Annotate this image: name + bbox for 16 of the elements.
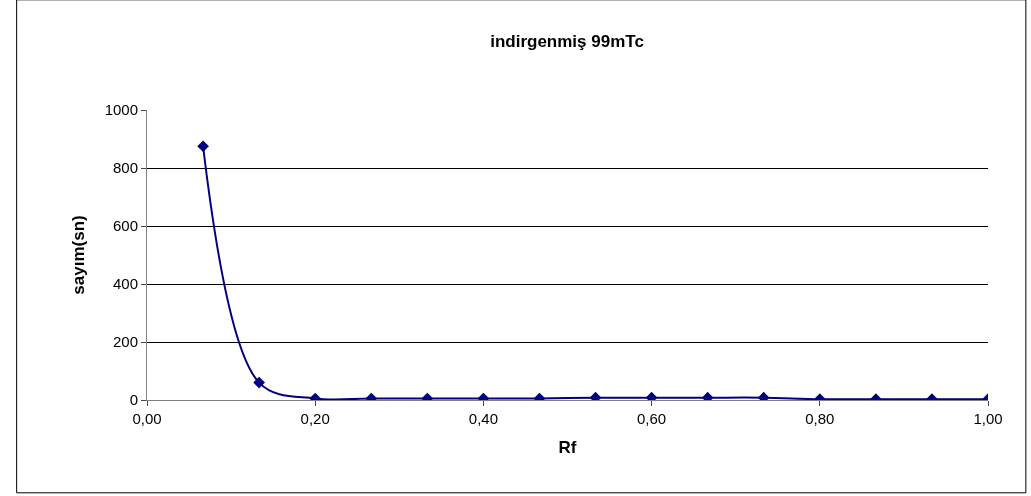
y-tick-label: 600 xyxy=(112,217,138,235)
y-tick-label: 1000 xyxy=(104,101,138,119)
y-tick-label: 400 xyxy=(112,275,138,293)
point xyxy=(197,140,209,153)
y-tick-label: 0 xyxy=(129,391,138,409)
y-tick-label: 200 xyxy=(112,333,138,351)
x-tick-label: 0,60 xyxy=(637,410,667,427)
x-tick-label: 0,80 xyxy=(805,410,835,427)
x-tick-label: 0,20 xyxy=(300,410,330,427)
x-tick-label: 1,00 xyxy=(973,410,1003,427)
x-tick-label: 0,00 xyxy=(132,410,162,427)
x-tick-label: 0,40 xyxy=(468,410,498,427)
chart-title: indirgenmiş 99mTc xyxy=(490,31,644,51)
x-axis-title: Rf xyxy=(558,438,577,458)
y-tick-label: 800 xyxy=(112,159,138,177)
y-axis-title: sayım(sn) xyxy=(69,215,89,295)
